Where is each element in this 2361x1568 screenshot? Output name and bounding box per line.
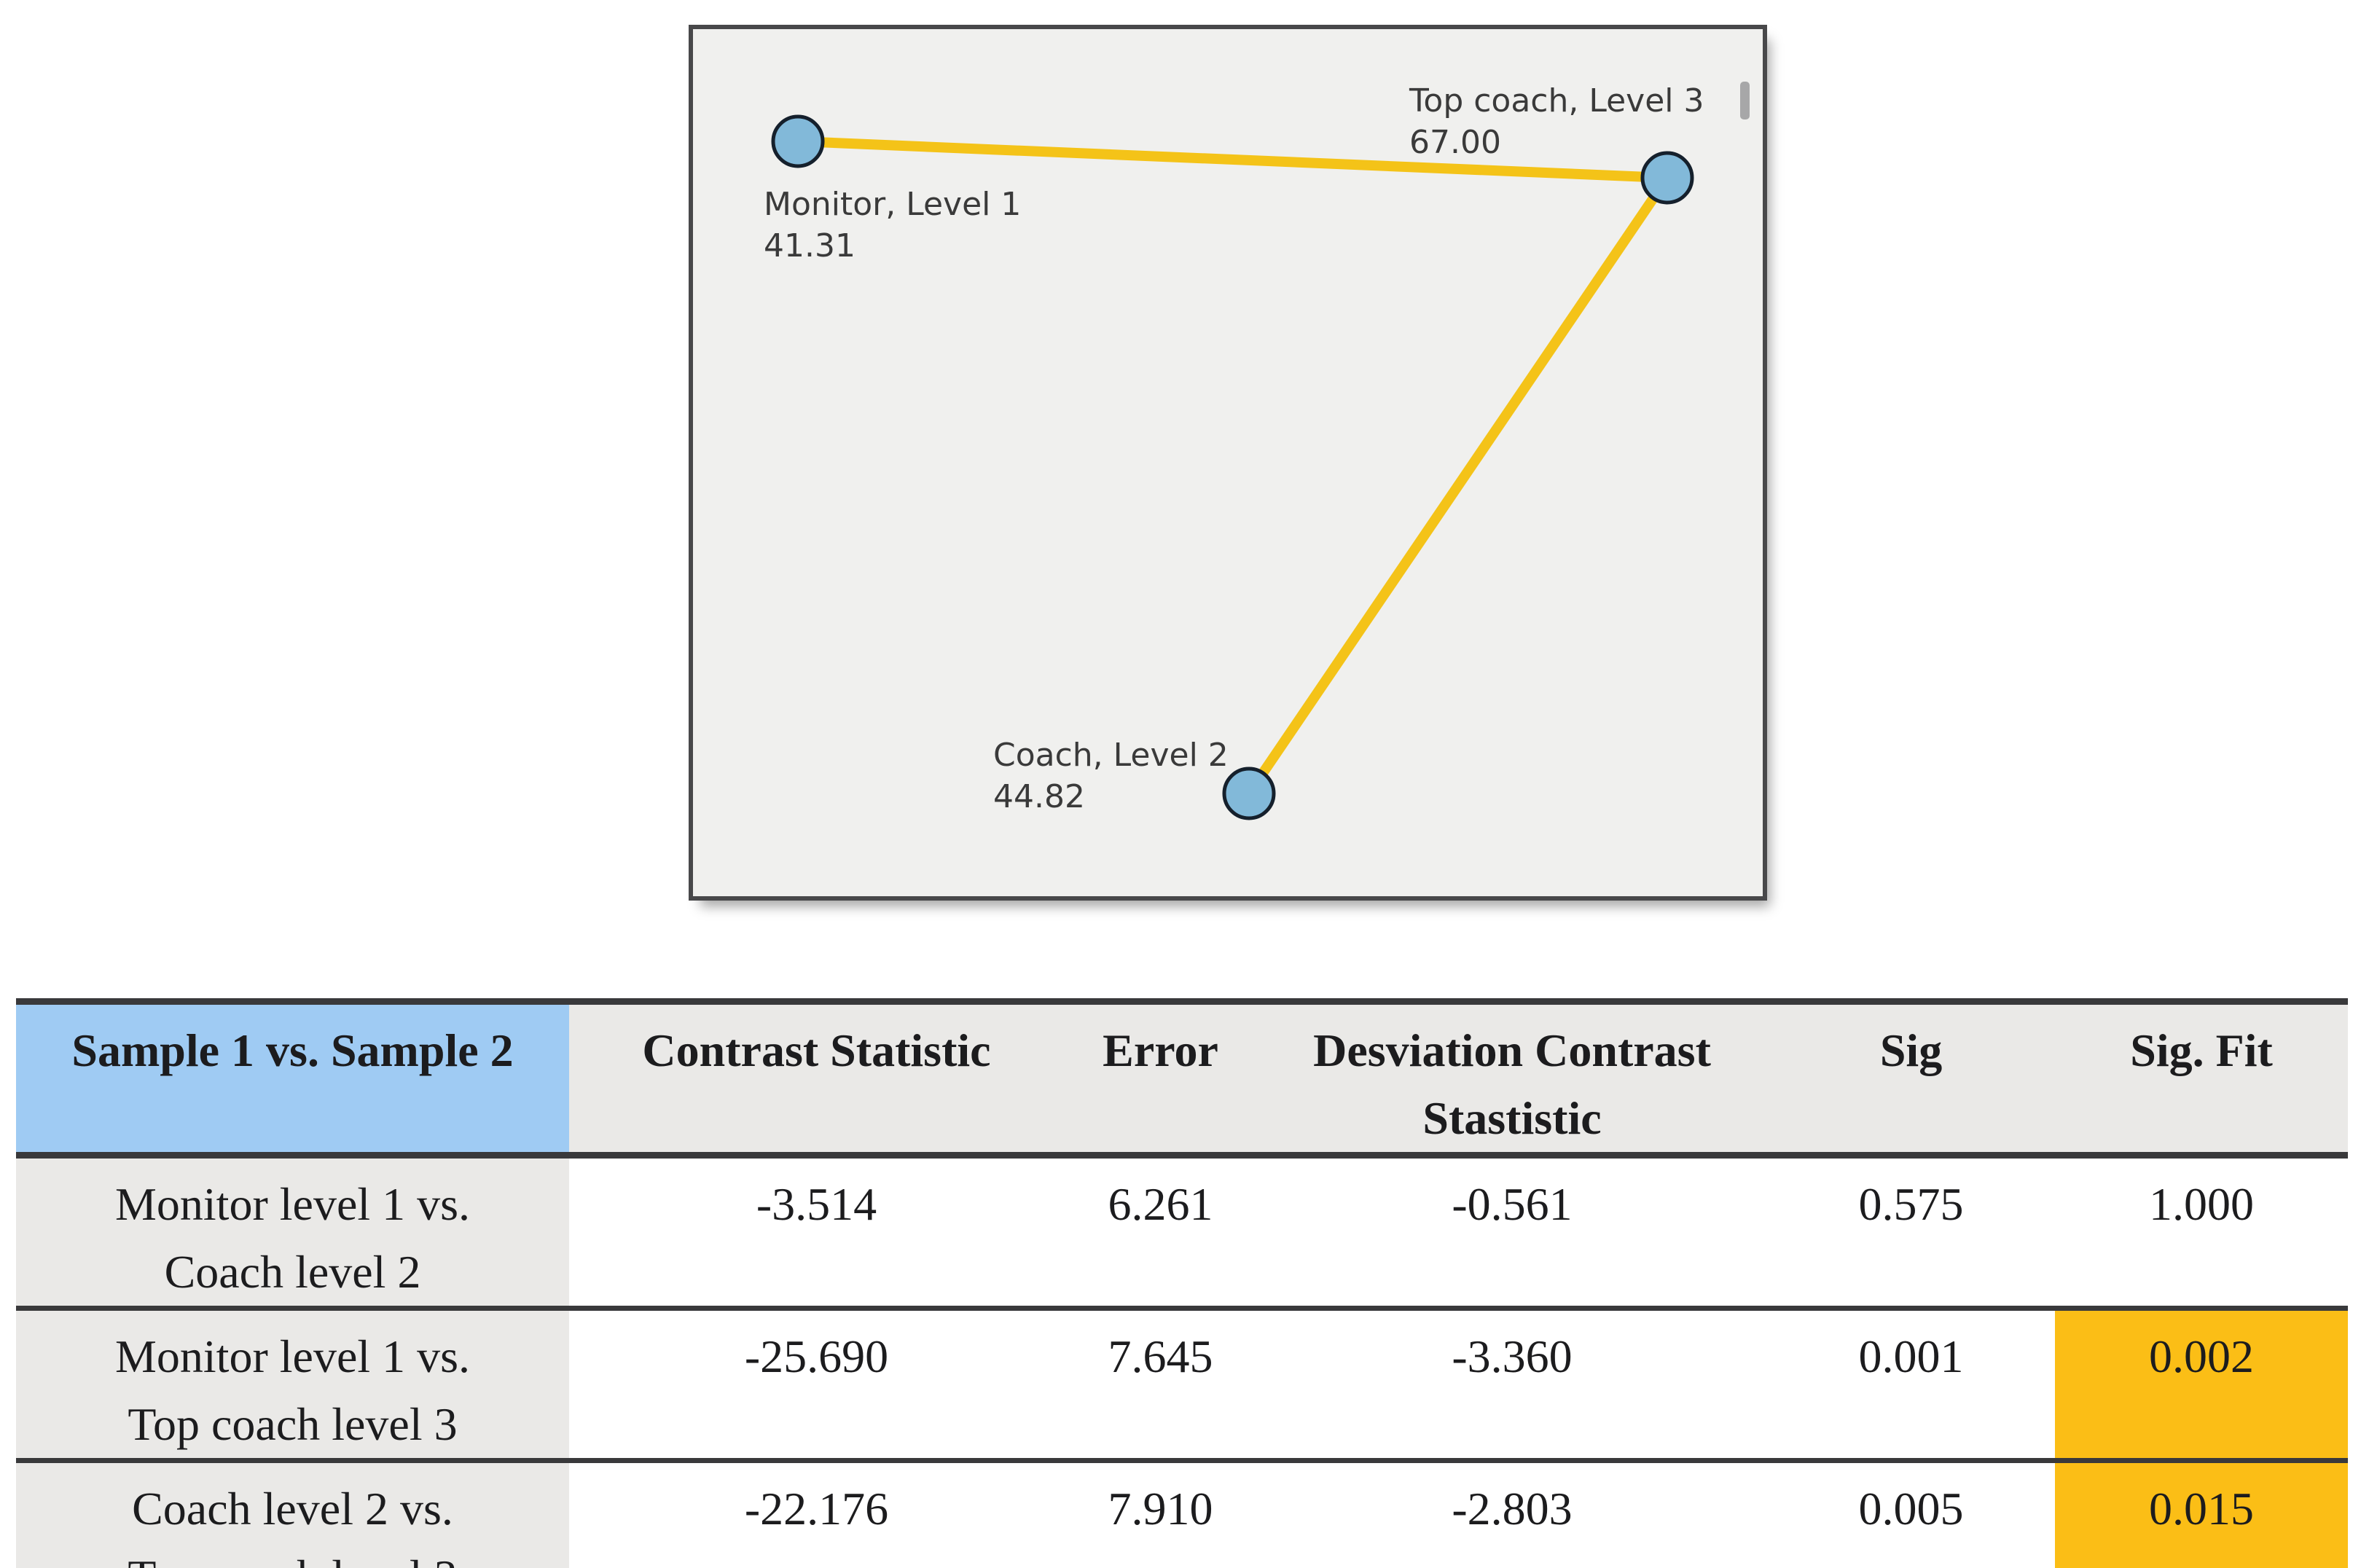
error-cell: 7.910 bbox=[1064, 1460, 1257, 1568]
panel-edge-artifact bbox=[1740, 82, 1750, 119]
node-label-top-coach: Top coach, Level 3 67.00 bbox=[1409, 82, 1704, 161]
node-monitor bbox=[771, 114, 825, 168]
deviation-cell: -0.561 bbox=[1257, 1155, 1767, 1311]
edge-line-monitor-top-coach bbox=[793, 136, 1672, 183]
header-deviation-contrast: Desviation Contrast Stastistic bbox=[1257, 998, 1767, 1159]
deviation-cell: -3.360 bbox=[1257, 1308, 1767, 1463]
node-label-coach: Coach, Level 2 44.82 bbox=[993, 737, 1229, 815]
row-label-cell: Coach level 2 vs. Top coach level 3 bbox=[16, 1460, 569, 1568]
header-row: Sample 1 vs. Sample 2 Contrast Statistic… bbox=[16, 998, 2348, 1159]
table-row-monitor-vs-coach: Monitor level 1 vs. Coach level 2 -3.514… bbox=[16, 1155, 2348, 1311]
node-coach bbox=[1222, 767, 1276, 820]
edge-line-top-coach-coach bbox=[1244, 173, 1672, 799]
header-sig: Sig bbox=[1767, 998, 2055, 1159]
header-sig-fit: Sig. Fit bbox=[2055, 998, 2348, 1159]
table-row-coach-vs-topcoach: Coach level 2 vs. Top coach level 3 -22.… bbox=[16, 1460, 2348, 1568]
contrast-table: Sample 1 vs. Sample 2 Contrast Statistic… bbox=[16, 998, 2348, 1568]
node-label-monitor: Monitor, Level 1 41.31 bbox=[764, 186, 1022, 264]
mean-plot-panel: Monitor, Level 1 41.31 Top coach, Level 3… bbox=[689, 25, 1767, 901]
sig-cell: 0.005 bbox=[1767, 1460, 2055, 1568]
header-sample-comparison: Sample 1 vs. Sample 2 bbox=[16, 998, 569, 1159]
node-top-coach bbox=[1640, 151, 1694, 205]
sig-cell: 0.575 bbox=[1767, 1155, 2055, 1311]
contrast-cell: -3.514 bbox=[569, 1155, 1064, 1311]
sig-fit-cell: 1.000 bbox=[2055, 1155, 2348, 1311]
deviation-cell: -2.803 bbox=[1257, 1460, 1767, 1568]
row-label-cell: Monitor level 1 vs. Top coach level 3 bbox=[16, 1308, 569, 1463]
sig-cell: 0.001 bbox=[1767, 1308, 2055, 1463]
header-contrast-statistic: Contrast Statistic bbox=[569, 998, 1064, 1159]
row-label-cell: Monitor level 1 vs. Coach level 2 bbox=[16, 1155, 569, 1311]
sig-fit-cell-highlighted: 0.015 bbox=[2055, 1460, 2348, 1568]
sig-fit-cell-highlighted: 0.002 bbox=[2055, 1308, 2348, 1463]
error-cell: 7.645 bbox=[1064, 1308, 1257, 1463]
table-row-monitor-vs-topcoach: Monitor level 1 vs. Top coach level 3 -2… bbox=[16, 1308, 2348, 1463]
header-error: Error bbox=[1064, 998, 1257, 1159]
error-cell: 6.261 bbox=[1064, 1155, 1257, 1311]
contrast-cell: -25.690 bbox=[569, 1308, 1064, 1463]
node-link-plot bbox=[771, 114, 1694, 820]
contrast-cell: -22.176 bbox=[569, 1460, 1064, 1568]
